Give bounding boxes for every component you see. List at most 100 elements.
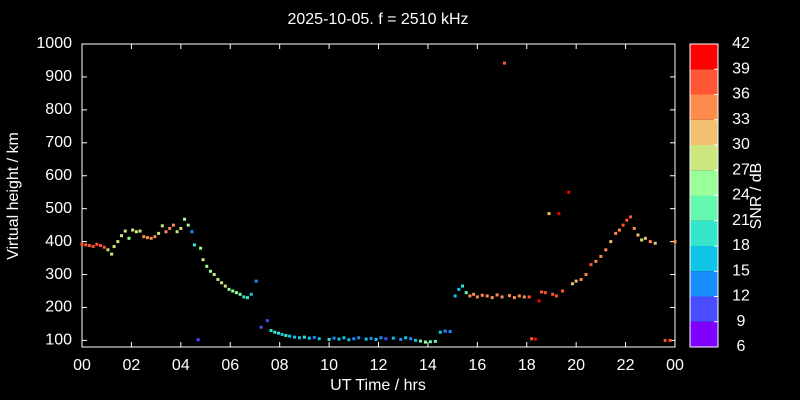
- point: [284, 333, 288, 337]
- point: [374, 337, 378, 341]
- point: [512, 296, 516, 300]
- colorbar-tick-label: 42: [732, 35, 750, 52]
- plot-frame: [81, 43, 676, 348]
- point: [448, 330, 452, 334]
- point: [423, 340, 427, 344]
- point: [220, 281, 224, 285]
- point: [116, 240, 120, 244]
- y-tick-label: 500: [45, 200, 72, 217]
- point: [127, 236, 131, 240]
- point: [369, 336, 373, 340]
- point: [249, 292, 253, 296]
- point: [254, 279, 258, 283]
- point: [238, 292, 242, 296]
- point: [554, 294, 558, 298]
- colorbar-band: [690, 296, 718, 322]
- point: [391, 336, 395, 340]
- colorbar-tick-label: 27: [732, 161, 750, 178]
- point: [201, 258, 205, 262]
- colorbar-label: SNR / dB: [748, 163, 765, 230]
- point: [227, 287, 231, 291]
- x-tick-label: 20: [567, 357, 585, 374]
- point: [302, 335, 306, 339]
- point: [364, 337, 368, 341]
- point: [527, 295, 531, 299]
- point: [327, 337, 331, 341]
- x-axis-label: UT Time / hrs: [330, 377, 426, 394]
- point: [464, 291, 468, 295]
- point: [231, 289, 235, 293]
- point: [112, 245, 116, 249]
- point: [673, 240, 677, 244]
- point: [533, 337, 537, 341]
- y-tick-label: 200: [45, 299, 72, 316]
- x-tick-label: 16: [468, 357, 486, 374]
- point: [102, 245, 106, 249]
- point: [409, 337, 413, 341]
- point: [342, 336, 346, 340]
- point: [589, 263, 593, 267]
- chart-title: 2025-10-05. f = 2510 kHz: [287, 11, 468, 28]
- point: [399, 337, 403, 341]
- point: [629, 215, 633, 219]
- point: [495, 293, 499, 297]
- colorbar-tick-label: 18: [732, 237, 750, 254]
- point: [142, 235, 146, 239]
- point: [636, 233, 640, 237]
- x-tick-label: 00: [73, 357, 91, 374]
- point: [199, 246, 203, 250]
- point: [500, 295, 504, 299]
- point: [443, 329, 447, 333]
- colorbar-band: [690, 246, 718, 272]
- colorbar-band: [690, 119, 718, 145]
- point: [594, 259, 598, 263]
- point: [551, 292, 555, 296]
- colorbar-tick-label: 24: [732, 187, 750, 204]
- point: [280, 332, 284, 336]
- point: [307, 336, 311, 340]
- point: [80, 242, 84, 246]
- x-tick-label: 06: [221, 357, 239, 374]
- x-tick-label: 22: [617, 357, 635, 374]
- x-tick-label: 18: [518, 357, 536, 374]
- colorbar-band: [690, 195, 718, 221]
- point: [648, 240, 652, 244]
- point: [663, 338, 667, 342]
- point: [347, 338, 351, 342]
- point: [276, 331, 280, 335]
- point: [145, 236, 149, 240]
- point: [480, 293, 484, 297]
- x-tick-label: 12: [370, 357, 388, 374]
- point: [288, 334, 292, 338]
- point: [205, 264, 209, 268]
- x-tick-label: 08: [271, 357, 289, 374]
- point: [337, 337, 341, 341]
- point: [468, 294, 472, 298]
- y-tick-label: 600: [45, 167, 72, 184]
- y-tick-label: 400: [45, 233, 72, 250]
- colorbar-tick-label: 21: [732, 212, 750, 229]
- point: [485, 294, 489, 298]
- point: [234, 291, 238, 295]
- point: [433, 339, 437, 343]
- point: [175, 230, 179, 234]
- point: [216, 277, 220, 281]
- point: [621, 223, 625, 227]
- colorbar-band: [690, 321, 718, 347]
- colorbar-band: [690, 69, 718, 95]
- point: [317, 337, 321, 341]
- point: [414, 338, 418, 342]
- point: [99, 244, 103, 248]
- point: [168, 226, 172, 230]
- point: [490, 296, 494, 300]
- point: [419, 339, 423, 343]
- colorbar-band: [690, 94, 718, 120]
- point: [153, 235, 157, 239]
- point: [212, 273, 216, 277]
- point: [632, 226, 636, 230]
- point: [384, 337, 388, 341]
- point: [453, 294, 457, 298]
- colorbar-tick-label: 33: [732, 111, 750, 128]
- point: [259, 325, 263, 329]
- point: [540, 290, 544, 294]
